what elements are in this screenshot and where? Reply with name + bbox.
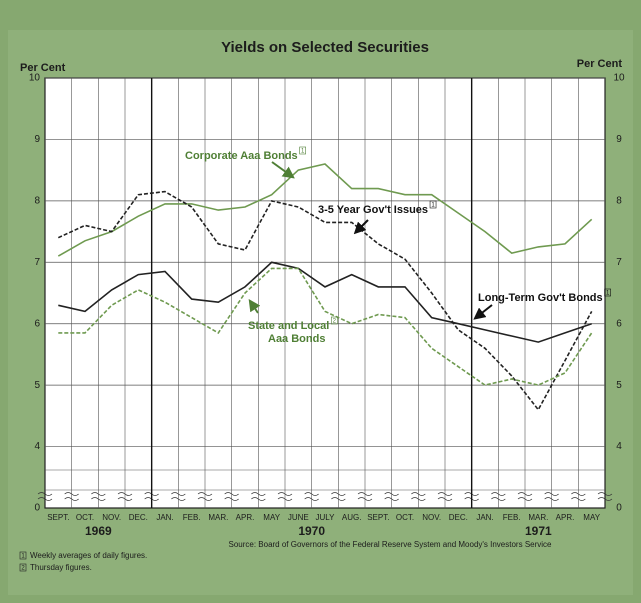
x-tick-label: MAR. xyxy=(528,513,548,522)
series-label: 3-5 Year Gov't Issues xyxy=(318,204,428,216)
series-note: 2 xyxy=(333,319,337,325)
series-line xyxy=(58,267,593,386)
series-label: State and Local xyxy=(248,320,329,332)
x-tick-label: MAY xyxy=(263,513,280,522)
series-note: 1 xyxy=(431,203,435,209)
series-line xyxy=(57,163,593,257)
x-tick-label: FEB. xyxy=(183,513,201,522)
year-label: 1971 xyxy=(525,524,552,538)
year-label: 1970 xyxy=(298,524,325,538)
x-tick-label: AUG. xyxy=(342,513,362,522)
annotation-arrow xyxy=(353,219,369,235)
annotation-arrow xyxy=(473,304,493,320)
y2-tick-label: 10 xyxy=(613,73,625,84)
x-tick-label: OCT. xyxy=(76,513,94,522)
axis-break-label: 0 xyxy=(34,503,40,514)
footnote-mark: 2 xyxy=(21,566,25,572)
axis-break xyxy=(37,492,53,501)
x-tick-label: DEC. xyxy=(449,513,468,522)
series-label: Corporate Aaa Bonds xyxy=(185,150,298,162)
y-tick-label: 7 xyxy=(34,257,40,268)
annotation-arrow xyxy=(271,161,295,179)
series-line xyxy=(58,261,592,343)
x-tick-label: NOV. xyxy=(422,513,441,522)
axis-break-label: 0 xyxy=(616,503,622,514)
footnote: Weekly averages of daily figures. xyxy=(30,551,147,560)
x-tick-label: APR. xyxy=(236,513,255,522)
series-label: Long-Term Gov't Bonds xyxy=(478,292,603,304)
y-tick-label: 6 xyxy=(34,318,40,329)
y-tick-label: 4 xyxy=(34,441,40,452)
note-box xyxy=(604,288,611,297)
series-note: 1 xyxy=(606,291,610,297)
series-line xyxy=(57,190,593,412)
y2-tick-label: 6 xyxy=(616,318,622,329)
series-label: Aaa Bonds xyxy=(268,333,325,345)
x-tick-label: MAY xyxy=(583,513,600,522)
x-tick-label: OCT. xyxy=(396,513,414,522)
x-tick-label: JUNE xyxy=(288,513,309,522)
y-tick-label: 5 xyxy=(34,380,40,391)
x-tick-label: MAR. xyxy=(208,513,228,522)
note-box xyxy=(330,316,338,325)
x-tick-label: JAN. xyxy=(156,513,173,522)
annotation-arrow xyxy=(248,299,261,314)
x-tick-label: DEC. xyxy=(129,513,148,522)
y2-tick-label: 4 xyxy=(616,441,622,452)
y-axis-label: Per Cent xyxy=(20,62,66,74)
x-tick-label: FEB. xyxy=(503,513,521,522)
y2-tick-label: 8 xyxy=(616,195,622,206)
axis-break xyxy=(597,492,613,501)
x-tick-label: APR. xyxy=(556,513,575,522)
year-label: 1969 xyxy=(85,524,112,538)
note-box xyxy=(299,146,306,155)
y2-axis-label: Per Cent xyxy=(577,58,623,70)
x-tick-label: SEPT. xyxy=(47,513,69,522)
y2-tick-label: 5 xyxy=(616,380,622,391)
y-tick-label: 10 xyxy=(29,73,41,84)
y-tick-label: 8 xyxy=(34,195,40,206)
x-tick-label: SEPT. xyxy=(367,513,389,522)
y-tick-label: 9 xyxy=(34,134,40,145)
series-note: 1 xyxy=(301,149,305,155)
y2-tick-label: 9 xyxy=(616,134,622,145)
note-box xyxy=(19,563,27,572)
source: Source: Board of Governors of the Federa… xyxy=(228,540,552,549)
plot-area xyxy=(44,77,606,509)
footnote: Thursday figures. xyxy=(30,563,92,572)
footnote-mark: 1 xyxy=(21,554,25,560)
note-box xyxy=(19,551,27,560)
x-tick-label: JAN. xyxy=(476,513,493,522)
y2-tick-label: 7 xyxy=(616,257,622,268)
note-box xyxy=(429,200,437,209)
chart-title: Yields on Selected Securities xyxy=(221,39,429,56)
x-tick-label: JULY xyxy=(316,513,336,522)
x-tick-label: NOV. xyxy=(102,513,121,522)
